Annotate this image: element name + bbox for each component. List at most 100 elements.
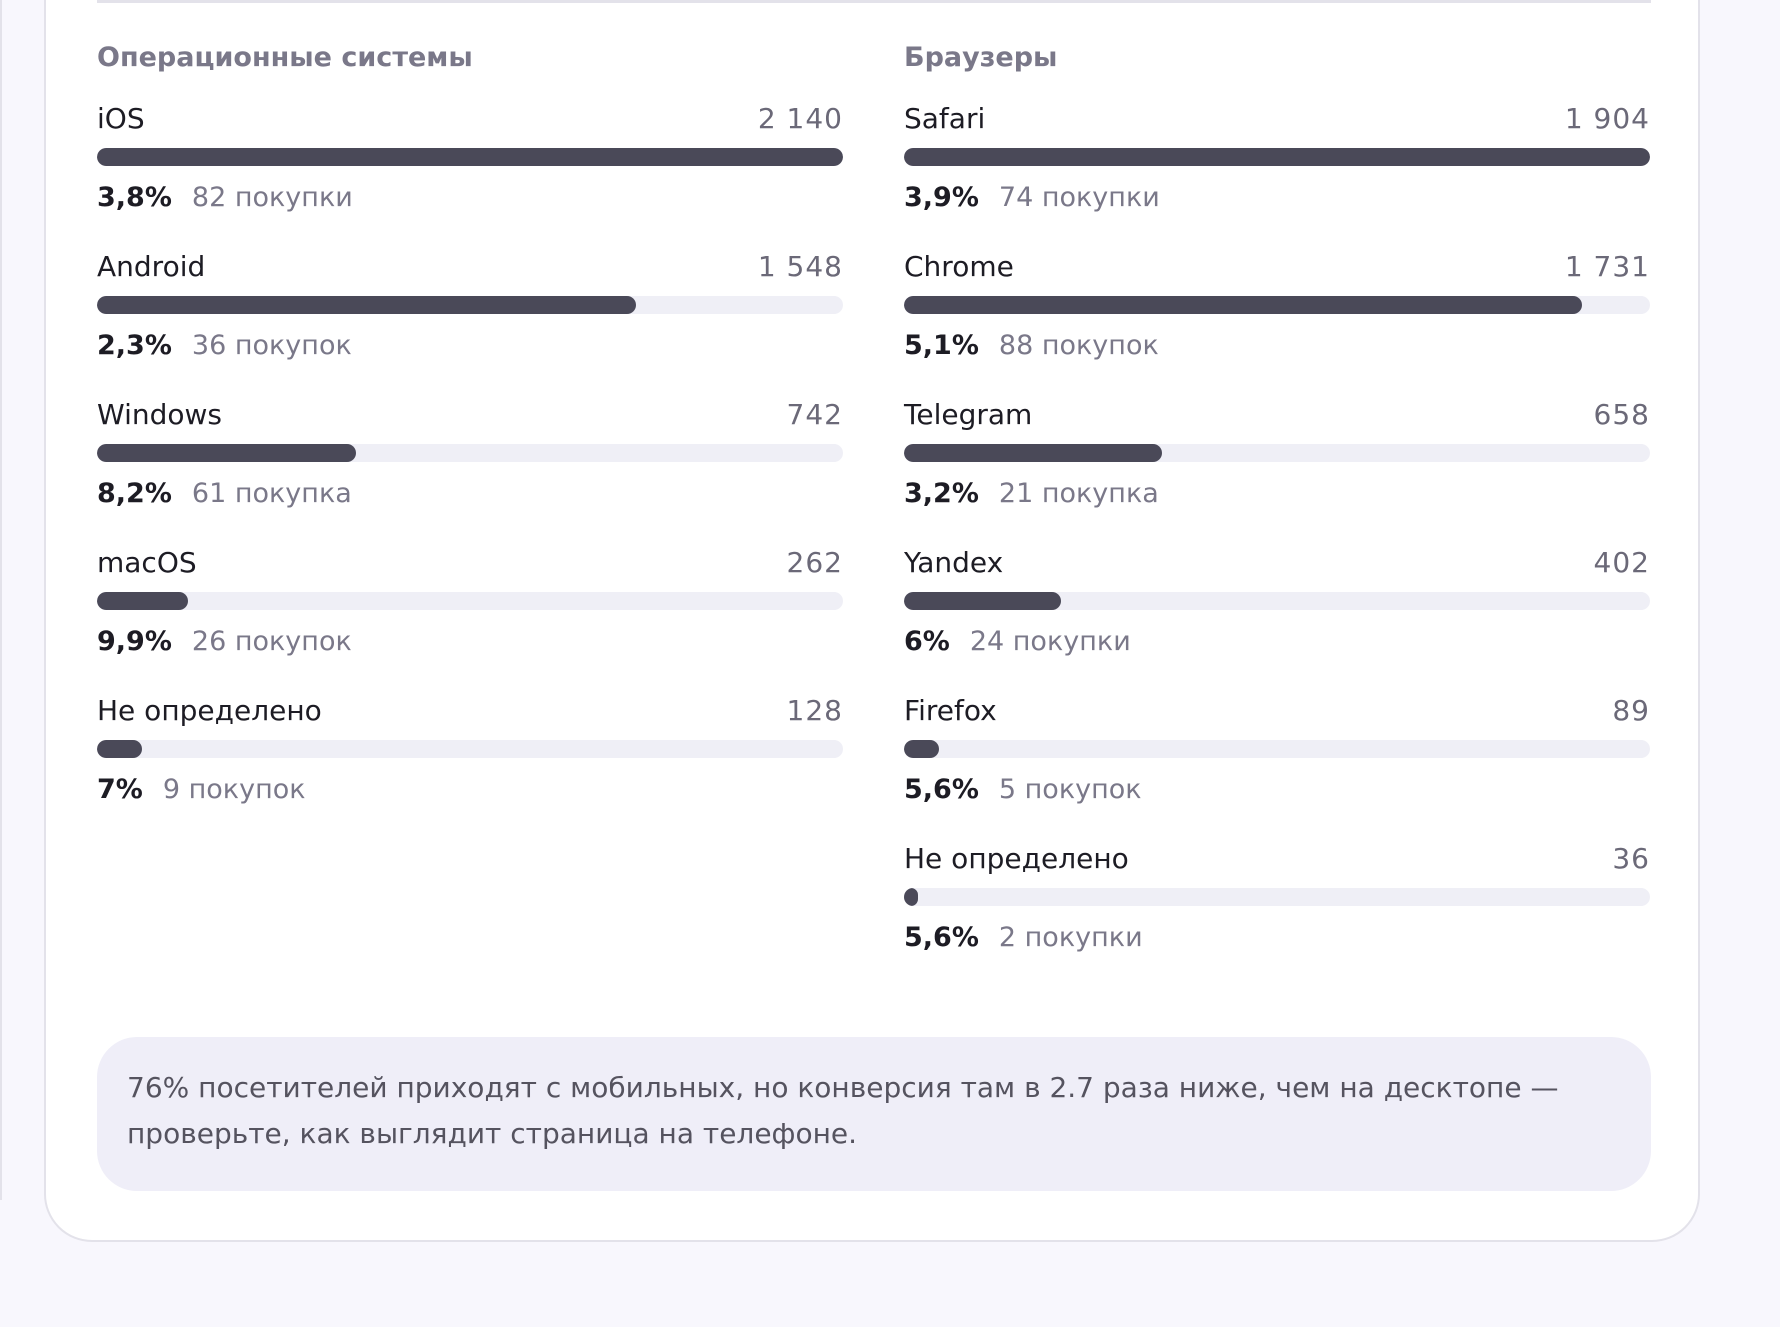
row-visits: 1 904 (1564, 101, 1650, 135)
row-head: Не определено 128 (97, 690, 843, 730)
os-title: Операционные системы (97, 42, 473, 73)
row-foot: 2,3% 36 покупок (97, 326, 843, 366)
conversion-rate: 3,2% (904, 478, 979, 509)
row-foot: 6% 24 покупки (904, 622, 1650, 662)
row-visits: 36 (1612, 841, 1650, 875)
row-head: Safari 1 904 (904, 98, 1650, 138)
row-head: Windows 742 (97, 394, 843, 434)
progress-fill (97, 740, 142, 758)
row-head: Telegram 658 (904, 394, 1650, 434)
purchases-count: 74 покупки (998, 182, 1160, 213)
conversion-rate: 7% (97, 774, 143, 805)
row-name: Android (97, 249, 206, 283)
stat-row: Android 1 548 2,3% 36 покупок (97, 246, 843, 394)
stat-row: macOS 262 9,9% 26 покупок (97, 542, 843, 690)
progress-fill (904, 740, 940, 758)
conversion-rate: 3,9% (904, 182, 979, 213)
stat-row: Yandex 402 6% 24 покупки (904, 542, 1650, 690)
conversion-rate: 8,2% (97, 478, 172, 509)
row-head: Firefox 89 (904, 690, 1650, 730)
conversion-rate: 5,1% (904, 330, 979, 361)
conversion-rate: 2,3% (97, 330, 172, 361)
stat-row: Safari 1 904 3,9% 74 покупки (904, 98, 1650, 246)
purchases-count: 24 покупки (969, 626, 1131, 657)
progress-track (904, 148, 1650, 166)
section-divider (97, 0, 1651, 3)
row-name: Chrome (904, 249, 1014, 283)
stat-row: Не определено 128 7% 9 покупок (97, 690, 843, 838)
progress-fill (97, 592, 188, 610)
purchases-count: 5 покупок (998, 774, 1142, 805)
purchases-count: 88 покупок (998, 330, 1159, 361)
row-visits: 1 548 (757, 249, 843, 283)
row-foot: 3,2% 21 покупка (904, 474, 1650, 514)
row-name: Safari (904, 101, 986, 135)
stat-row: Windows 742 8,2% 61 покупка (97, 394, 843, 542)
progress-track (904, 444, 1650, 462)
row-foot: 9,9% 26 покупок (97, 622, 843, 662)
progress-track (97, 740, 843, 758)
purchases-count: 9 покупок (162, 774, 306, 805)
browsers-title: Браузеры (904, 42, 1058, 73)
row-foot: 5,1% 88 покупок (904, 326, 1650, 366)
conversion-rate: 5,6% (904, 922, 979, 953)
purchases-count: 82 покупки (191, 182, 353, 213)
row-head: Yandex 402 (904, 542, 1650, 582)
progress-track (97, 444, 843, 462)
progress-fill (904, 444, 1163, 462)
row-visits: 2 140 (757, 101, 843, 135)
row-head: Android 1 548 (97, 246, 843, 286)
stat-row: Chrome 1 731 5,1% 88 покупок (904, 246, 1650, 394)
purchases-count: 21 покупка (998, 478, 1159, 509)
browsers-list: Safari 1 904 3,9% 74 покупки Chrome 1 731 5,1%… (904, 98, 1650, 986)
row-head: Не определено 36 (904, 838, 1650, 878)
progress-fill (904, 888, 919, 906)
row-visits: 402 (1593, 545, 1650, 579)
row-head: Chrome 1 731 (904, 246, 1650, 286)
progress-fill (904, 296, 1583, 314)
progress-fill (97, 444, 356, 462)
progress-track (97, 592, 843, 610)
stat-row: Firefox 89 5,6% 5 покупок (904, 690, 1650, 838)
row-name: iOS (97, 101, 145, 135)
row-head: macOS 262 (97, 542, 843, 582)
stat-row: Не определено 36 5,6% 2 покупки (904, 838, 1650, 986)
progress-track (904, 296, 1650, 314)
progress-fill (97, 296, 637, 314)
conversion-rate: 6% (904, 626, 950, 657)
row-foot: 3,9% 74 покупки (904, 178, 1650, 218)
purchases-count: 36 покупок (191, 330, 352, 361)
row-name: Windows (97, 397, 222, 431)
progress-track (97, 296, 843, 314)
row-foot: 5,6% 5 покупок (904, 770, 1650, 810)
conversion-rate: 5,6% (904, 774, 979, 805)
progress-track (97, 148, 843, 166)
progress-track (904, 592, 1650, 610)
conversion-rate: 9,9% (97, 626, 172, 657)
progress-fill (904, 592, 1062, 610)
os-list: iOS 2 140 3,8% 82 покупки Android 1 548 2,3% 36… (97, 98, 843, 838)
purchases-count: 61 покупка (191, 478, 352, 509)
row-visits: 128 (786, 693, 843, 727)
background-panel-edge (0, 0, 2, 1200)
row-foot: 8,2% 61 покупка (97, 474, 843, 514)
row-name: Не определено (904, 841, 1129, 875)
row-name: Yandex (904, 545, 1004, 579)
row-name: Telegram (904, 397, 1033, 431)
row-name: Firefox (904, 693, 997, 727)
insight-box: 76% посетителей приходят с мобильных, но… (97, 1037, 1651, 1191)
row-visits: 89 (1612, 693, 1650, 727)
stat-row: Telegram 658 3,2% 21 покупка (904, 394, 1650, 542)
row-foot: 3,8% 82 покупки (97, 178, 843, 218)
stat-row: iOS 2 140 3,8% 82 покупки (97, 98, 843, 246)
row-visits: 742 (786, 397, 843, 431)
insight-text: 76% посетителей приходят с мобильных, но… (127, 1071, 1559, 1150)
os-column: Операционные системы iOS 2 140 3,8% 82 поку… (97, 38, 843, 838)
row-visits: 262 (786, 545, 843, 579)
progress-fill (97, 148, 843, 166)
purchases-count: 2 покупки (998, 922, 1143, 953)
progress-fill (904, 148, 1650, 166)
row-head: iOS 2 140 (97, 98, 843, 138)
progress-track (904, 740, 1650, 758)
browsers-column: Браузеры Safari 1 904 3,9% 74 покупки Chrome… (904, 38, 1650, 986)
